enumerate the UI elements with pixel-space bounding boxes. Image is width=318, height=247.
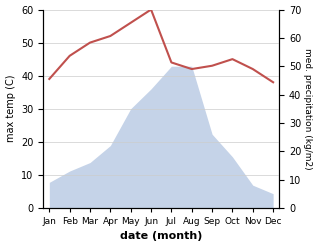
X-axis label: date (month): date (month) [120, 231, 203, 242]
Y-axis label: max temp (C): max temp (C) [5, 75, 16, 143]
Y-axis label: med. precipitation (kg/m2): med. precipitation (kg/m2) [303, 48, 313, 169]
